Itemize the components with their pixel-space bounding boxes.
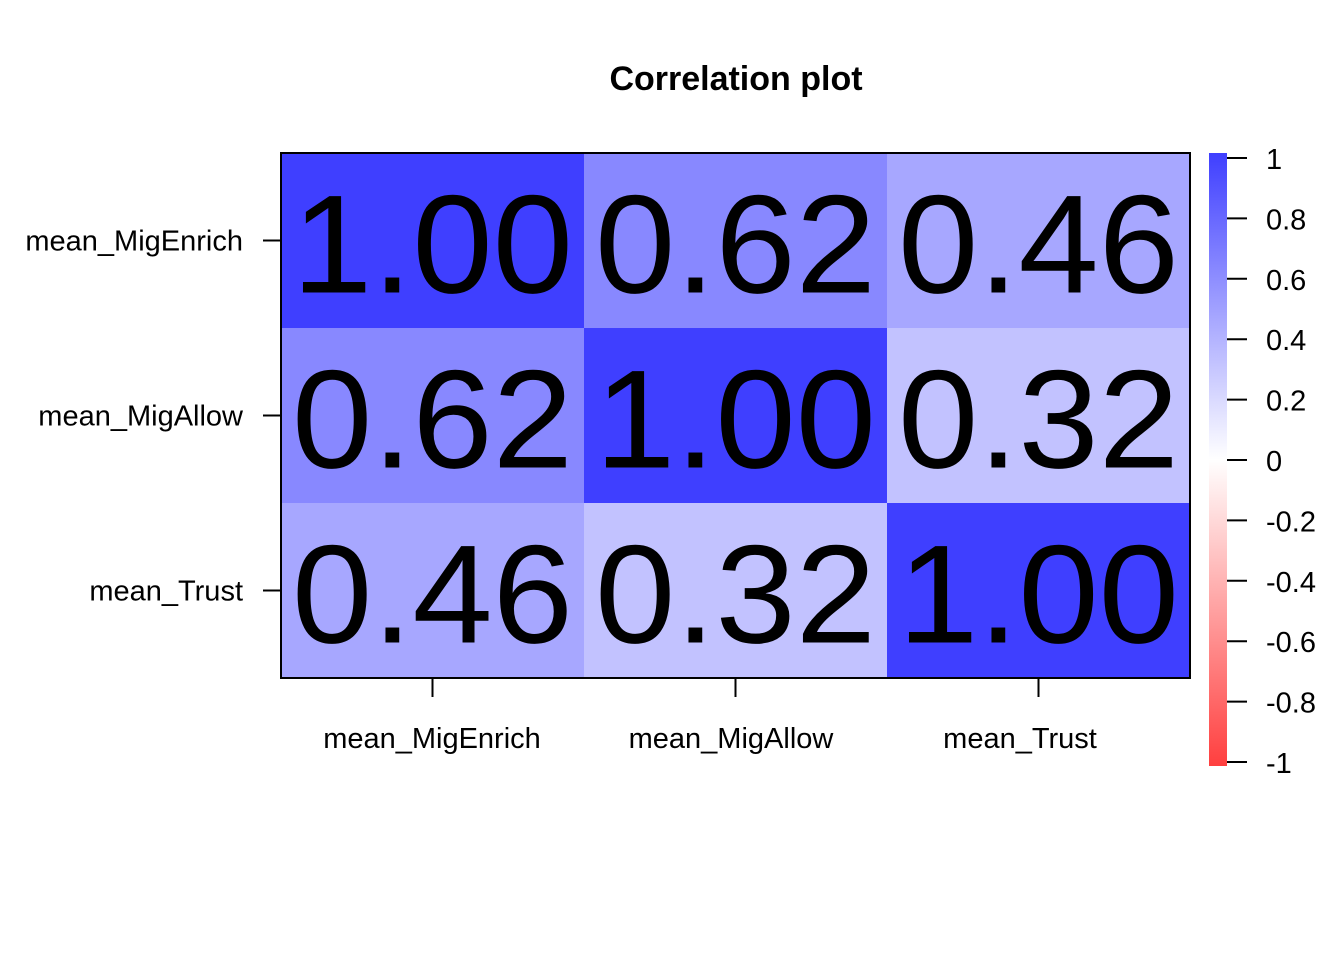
legend-tick-label: -1: [1266, 748, 1292, 780]
color-legend: 1 0.8 0.6 0.4 0.2 0 -0.2 -0.4 -0.6 -0.8 -1: [1209, 144, 1316, 780]
cell-value-label: 0.46: [898, 166, 1179, 323]
col-label: mean_Trust: [943, 723, 1097, 755]
legend-colorbar: [1209, 153, 1227, 766]
legend-tick-label: -0.4: [1266, 567, 1316, 599]
heatmap-cell: [584, 503, 888, 679]
cell-value-label: 0.46: [292, 516, 573, 673]
col-axis: mean_MigEnrich mean_MigAllow mean_Trust: [323, 678, 1097, 755]
legend-tick-label: 0: [1266, 446, 1282, 478]
heatmap-cells: 1.00 0.62 0.460.62 1.00 0.320.46 0.32 1.00: [281, 153, 1191, 679]
row-axis: mean_MigEnrich mean_MigAllow mean_Trust: [25, 226, 281, 608]
col-label: mean_MigEnrich: [323, 723, 541, 755]
legend-tick-label: 0.8: [1266, 204, 1306, 236]
legend-tick-label: -0.8: [1266, 688, 1316, 720]
cell-value-label: 1.00: [595, 341, 876, 498]
cell-value-label: 1.00: [292, 166, 573, 323]
legend-tick-label: 0.6: [1266, 265, 1306, 297]
cell-value-label: 0.62: [292, 341, 573, 498]
heatmap-cell: [584, 153, 888, 329]
legend-tick-label: 0.4: [1266, 325, 1306, 357]
row-label: mean_MigAllow: [38, 401, 244, 433]
chart-title: Correlation plot: [609, 60, 862, 98]
cell-value-label: 0.32: [898, 341, 1179, 498]
col-label: mean_MigAllow: [629, 723, 835, 755]
heatmap-cell: [887, 503, 1191, 679]
legend-tick-label: -0.2: [1266, 506, 1316, 538]
legend-tick-label: 1: [1266, 144, 1282, 176]
row-label: mean_Trust: [89, 576, 243, 608]
legend-tick-label: 0.2: [1266, 386, 1306, 418]
heatmap-cell: [281, 328, 585, 504]
legend-tick-label: -0.6: [1266, 627, 1316, 659]
heatmap-cell: [281, 153, 585, 329]
heatmap-cell: [887, 328, 1191, 504]
heatmap-cell: [281, 503, 585, 679]
cell-value-label: 0.32: [595, 516, 876, 673]
heatmap-cell: [584, 328, 888, 504]
cell-value-label: 0.62: [595, 166, 876, 323]
row-label: mean_MigEnrich: [25, 226, 243, 258]
cell-value-label: 1.00: [898, 516, 1179, 673]
heatmap-cell: [887, 153, 1191, 329]
